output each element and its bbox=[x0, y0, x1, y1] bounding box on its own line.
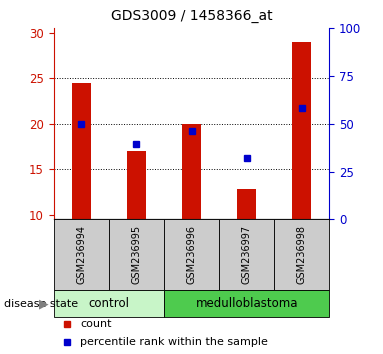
Text: percentile rank within the sample: percentile rank within the sample bbox=[80, 337, 268, 347]
Bar bbox=[72, 83, 91, 306]
Bar bbox=[127, 151, 146, 306]
Text: ▶: ▶ bbox=[39, 297, 49, 310]
Text: GDS3009 / 1458366_at: GDS3009 / 1458366_at bbox=[111, 9, 272, 23]
Text: count: count bbox=[80, 319, 111, 329]
Text: GSM236995: GSM236995 bbox=[131, 225, 141, 284]
Bar bbox=[182, 124, 201, 306]
Bar bbox=[219, 219, 274, 290]
Text: GSM236994: GSM236994 bbox=[76, 225, 86, 284]
Bar bbox=[292, 42, 311, 306]
Text: GSM236996: GSM236996 bbox=[187, 225, 196, 284]
Bar bbox=[164, 219, 219, 290]
Text: GSM236997: GSM236997 bbox=[242, 225, 252, 284]
Bar bbox=[109, 219, 164, 290]
Text: disease state: disease state bbox=[4, 298, 78, 309]
Bar bbox=[54, 219, 109, 290]
Text: control: control bbox=[88, 297, 129, 310]
Bar bbox=[164, 290, 329, 317]
Bar bbox=[237, 189, 256, 306]
Bar bbox=[54, 290, 164, 317]
Text: medulloblastoma: medulloblastoma bbox=[195, 297, 298, 310]
Text: GSM236998: GSM236998 bbox=[297, 225, 307, 284]
Bar bbox=[274, 219, 329, 290]
